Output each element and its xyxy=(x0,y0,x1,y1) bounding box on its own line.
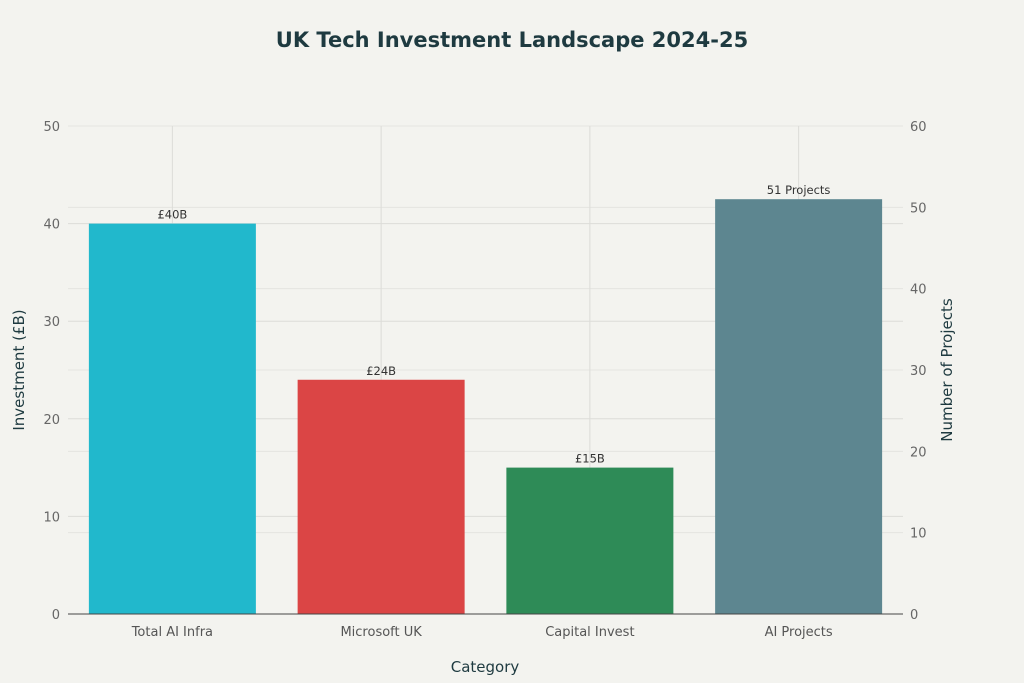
x-tick-label: Microsoft UK xyxy=(340,625,422,640)
bar xyxy=(506,467,674,614)
y-tick-label: 40 xyxy=(43,218,60,233)
x-tick-label: Total AI Infra xyxy=(131,625,213,640)
x-tick-label: AI Projects xyxy=(765,625,833,640)
y2-axis-title: Number of Projects xyxy=(938,298,956,442)
y2-tick-label: 40 xyxy=(910,283,927,298)
data-label: £40B xyxy=(157,208,187,222)
y-axis-title: Investment (£B) xyxy=(10,309,28,430)
y-tick-label: 20 xyxy=(43,413,60,428)
x-tick-label: Capital Invest xyxy=(545,625,634,640)
y2-tick-label: 50 xyxy=(910,201,927,216)
data-label: £15B xyxy=(575,452,605,466)
chart-title: UK Tech Investment Landscape 2024-25 xyxy=(275,28,749,52)
y-tick-label: 10 xyxy=(43,510,60,525)
bar xyxy=(297,379,465,614)
y-tick-label: 0 xyxy=(52,608,60,623)
x-axis-title: Category xyxy=(451,658,520,676)
y2-tick-label: 30 xyxy=(910,364,927,379)
bar xyxy=(715,199,883,614)
y2-tick-label: 20 xyxy=(910,445,927,460)
y-tick-label: 30 xyxy=(43,315,60,330)
y2-tick-label: 10 xyxy=(910,527,927,542)
y-tick-label: 50 xyxy=(43,120,60,135)
bar xyxy=(88,223,256,614)
y2-tick-label: 60 xyxy=(910,120,927,135)
data-label: 51 Projects xyxy=(767,183,831,197)
y2-tick-label: 0 xyxy=(910,608,918,623)
data-label: £24B xyxy=(366,364,396,378)
